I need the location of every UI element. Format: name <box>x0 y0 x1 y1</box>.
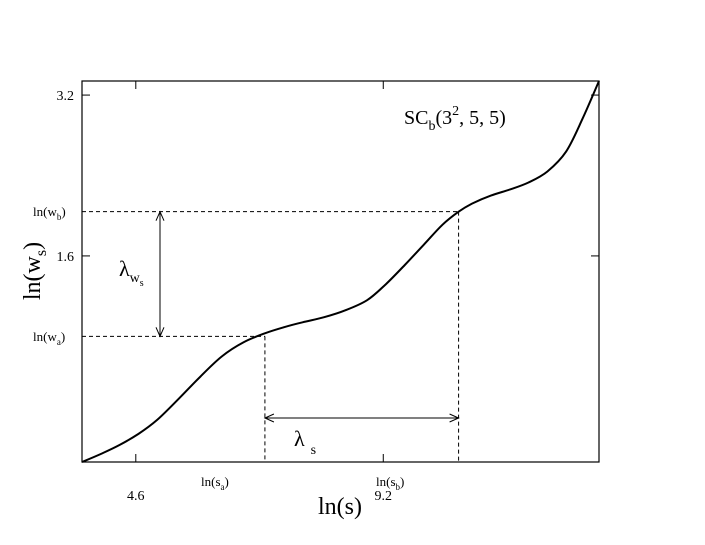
arrowhead-up <box>155 210 165 221</box>
y-axis-label: ln(ws) <box>20 242 50 300</box>
ln-wa-label: ln(wa) <box>33 329 65 347</box>
series-annotation: SCb(32, 5, 5) <box>404 104 506 134</box>
plot-frame <box>81 80 600 463</box>
y-tick-label: 3.2 <box>57 89 75 104</box>
series-line <box>81 80 600 463</box>
tick-labels: 4.6 9.2 1.6 3.2 <box>57 89 393 504</box>
x-tick-label: 4.6 <box>127 489 145 504</box>
lambda-w-label: λws <box>119 256 144 289</box>
x-tick-label: 9.2 <box>375 489 393 504</box>
arrowhead-left <box>263 413 275 423</box>
arrowhead-right <box>449 413 460 423</box>
ln-sa-label: ln(sa) <box>201 474 229 492</box>
x-axis-label: ln(s) <box>318 494 362 520</box>
ln-sb-label: ln(sb) <box>376 474 404 492</box>
arrows <box>155 210 460 423</box>
ln-wb-label: ln(wb) <box>33 204 66 222</box>
arrowhead-down <box>155 327 165 338</box>
y-tick-label: 1.6 <box>57 250 75 265</box>
dashed-guides <box>82 211 460 462</box>
tick-marks <box>82 81 599 462</box>
